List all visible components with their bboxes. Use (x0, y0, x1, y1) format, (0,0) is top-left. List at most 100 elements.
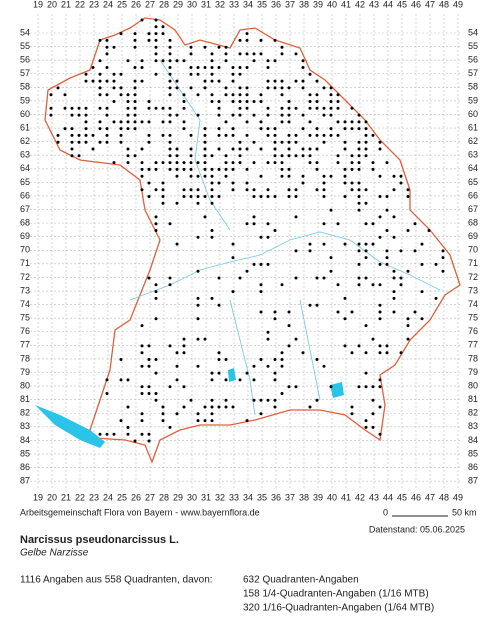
occurrence-dot (385, 229, 389, 232)
occurrence-dot (161, 133, 165, 137)
scale-start: 0 (383, 507, 388, 517)
occurrence-dot (231, 113, 235, 117)
occurrence-dot (154, 106, 158, 110)
column-label: 43 (369, 492, 379, 502)
occurrence-dot (273, 79, 277, 83)
occurrence-dot (182, 127, 186, 131)
occurrence-dot (280, 167, 284, 171)
occurrence-dot (196, 235, 200, 239)
column-label: 33 (229, 0, 239, 9)
occurrence-dot (49, 106, 53, 110)
occurrence-dot (217, 113, 221, 117)
occurrence-dot (245, 86, 249, 90)
occurrence-dot (133, 439, 137, 443)
column-label: 26 (131, 0, 141, 9)
occurrence-dot (287, 140, 291, 144)
occurrence-dot (441, 256, 445, 260)
occurrence-dot (273, 133, 277, 137)
occurrence-dot (203, 419, 207, 423)
occurrence-dot (189, 188, 193, 192)
occurrence-dot (168, 283, 172, 287)
occurrence-dot (147, 392, 151, 395)
column-label: 25 (117, 492, 127, 502)
occurrence-dot (56, 86, 60, 90)
occurrence-dot (238, 140, 242, 144)
occurrence-dot (357, 249, 361, 253)
occurrence-dot (315, 276, 319, 280)
occurrence-dot (301, 113, 305, 117)
occurrence-dot (168, 120, 172, 124)
column-label: 29 (173, 492, 183, 502)
occurrence-dot (301, 154, 305, 158)
occurrence-dot (133, 154, 137, 158)
occurrence-dot (322, 195, 326, 198)
occurrence-dot (266, 337, 270, 341)
column-label: 35 (257, 492, 267, 502)
occurrence-dot (301, 59, 305, 63)
occurrence-dot (343, 242, 347, 246)
occurrence-dot (252, 59, 256, 63)
occurrence-dot (154, 59, 158, 63)
occurrence-dot (273, 405, 277, 409)
occurrence-dot (294, 337, 298, 341)
occurrence-dot (364, 133, 368, 137)
occurrence-dot (343, 181, 347, 185)
occurrence-dot (210, 72, 214, 76)
occurrence-dot (182, 195, 186, 198)
occurrence-dot (350, 405, 354, 409)
occurrence-dot (350, 161, 354, 165)
occurrence-dot (252, 113, 256, 117)
occurrence-dot (203, 140, 207, 144)
occurrence-dot (322, 181, 326, 185)
occurrence-dot (133, 32, 137, 36)
column-label: 37 (285, 492, 295, 502)
occurrence-dot (140, 120, 144, 124)
occurrence-dot (336, 222, 340, 226)
column-label: 49 (453, 0, 463, 9)
occurrence-dot (245, 167, 249, 171)
column-label: 32 (215, 492, 225, 502)
occurrence-dot (350, 167, 354, 171)
occurrence-dot (154, 215, 158, 219)
occurrence-dot (238, 86, 242, 90)
occurrence-dot (168, 45, 172, 49)
scale-end: 50 km (452, 507, 477, 517)
occurrence-dot (182, 120, 186, 124)
occurrence-dot (245, 93, 249, 97)
occurrence-dot (259, 174, 263, 178)
occurrence-dot (308, 242, 312, 246)
occurrence-dot (308, 100, 312, 103)
column-label: 37 (285, 0, 295, 9)
occurrence-dot (259, 195, 263, 198)
occurrence-dot (322, 188, 326, 192)
occurrence-dot (245, 100, 249, 103)
occurrence-dot (133, 38, 137, 42)
occurrence-dot (238, 52, 242, 56)
occurrence-dot (238, 106, 242, 110)
row-label: 70 (20, 245, 30, 255)
occurrence-dot (252, 195, 256, 198)
occurrence-dot (196, 337, 200, 341)
column-label: 23 (89, 492, 99, 502)
occurrence-dot (350, 120, 354, 124)
occurrence-dot (252, 398, 256, 402)
occurrence-dot (357, 242, 361, 246)
occurrence-dot (119, 419, 123, 423)
occurrence-dot (273, 86, 277, 90)
occurrence-dot (294, 195, 298, 198)
common-name: Gelbe Narzisse (20, 548, 89, 559)
occurrence-dot (364, 276, 368, 280)
occurrence-dot (280, 154, 284, 158)
occurrence-dot (378, 235, 382, 239)
occurrence-dot (147, 100, 151, 103)
occurrence-dot (273, 317, 277, 321)
occurrence-dot (168, 154, 172, 158)
occurrence-dot (126, 106, 130, 110)
occurrence-dot (154, 358, 158, 361)
occurrence-dot (217, 181, 221, 185)
occurrence-dot (280, 120, 284, 124)
occurrence-dot (336, 283, 340, 287)
occurrence-dot (56, 133, 60, 137)
column-label: 30 (187, 0, 197, 9)
occurrence-dot (406, 324, 410, 328)
